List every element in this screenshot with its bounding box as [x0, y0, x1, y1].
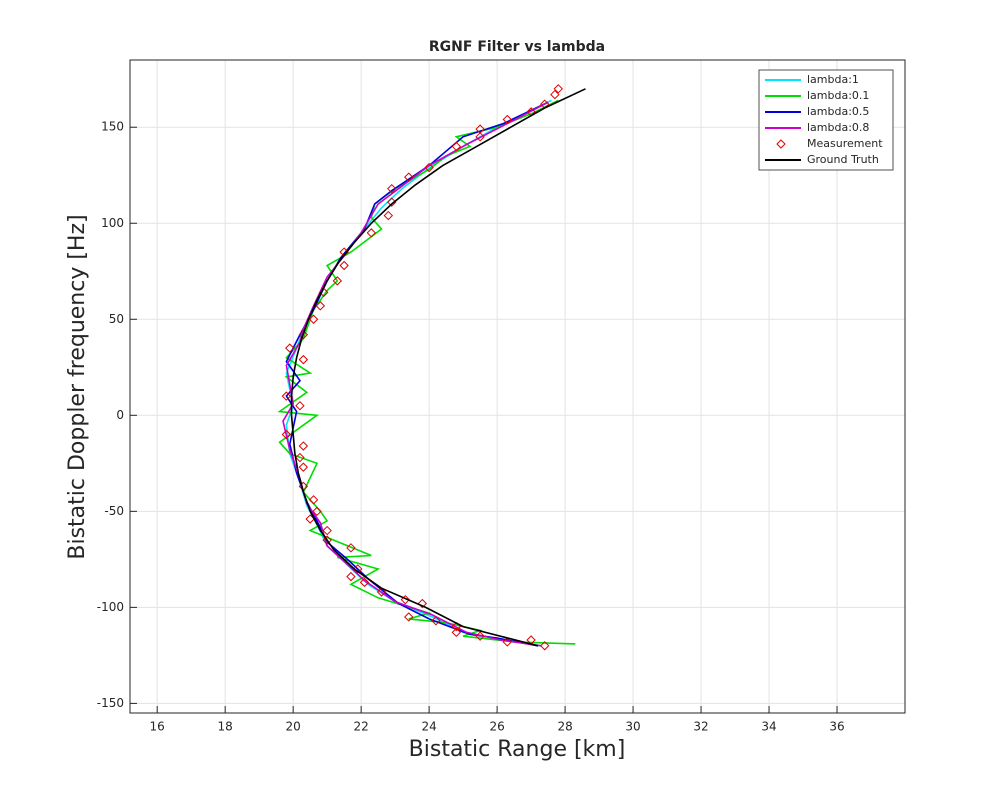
legend-box — [758, 69, 894, 171]
x-axis-label: Bistatic Range [km] — [409, 737, 626, 762]
measurement-marker — [417, 598, 428, 609]
legend-label: lambda:0.5 — [807, 105, 869, 118]
y-tick-label: 50 — [109, 312, 124, 326]
measurement-marker — [431, 616, 441, 626]
x-tick-label: 16 — [150, 720, 165, 734]
measurement-marker — [332, 276, 343, 286]
x-tick-label: 28 — [557, 720, 572, 734]
measurement-marker — [502, 637, 513, 647]
measurement-marker — [339, 260, 349, 271]
measurement-marker — [502, 114, 513, 125]
series-line — [290, 88, 586, 647]
measurement-marker — [298, 329, 309, 340]
measurement-marker — [475, 631, 485, 641]
measurement-marker — [308, 314, 319, 324]
measurement-marker — [346, 543, 356, 553]
y-tick-label: 100 — [101, 216, 124, 230]
measurement-marker — [298, 441, 309, 451]
x-tick-label: 34 — [761, 720, 776, 734]
measurement-marker — [451, 627, 462, 638]
x-tick-label: 18 — [218, 720, 233, 734]
measurement-marker — [315, 301, 326, 311]
measurement-marker — [366, 228, 377, 238]
measurement-marker — [404, 172, 414, 182]
measurement-marker — [353, 564, 363, 574]
legend-label: Measurement — [807, 137, 883, 150]
measurement-marker — [451, 141, 462, 152]
measurement-marker — [383, 210, 394, 221]
measurement-marker — [281, 391, 292, 401]
measurement-marker — [295, 400, 305, 411]
x-tick-label: 26 — [489, 720, 504, 734]
legend-label: lambda:0.8 — [807, 121, 869, 134]
measurement-marker — [424, 162, 434, 173]
legend-marker — [776, 139, 786, 149]
y-tick-label: -50 — [104, 504, 124, 518]
measurement-marker — [404, 612, 414, 622]
measurement-marker — [475, 132, 485, 142]
measurement-marker — [298, 462, 309, 472]
series-line — [285, 101, 549, 647]
measurement-marker — [400, 594, 411, 605]
measurement-marker — [308, 495, 319, 505]
measurement-marker — [387, 197, 397, 207]
x-tick-label: 20 — [286, 720, 301, 734]
chart-title: RGNF Filter vs lambda — [429, 39, 605, 55]
y-tick-label: 0 — [116, 408, 124, 422]
y-tick-label: -150 — [97, 696, 124, 710]
measurement-marker — [553, 84, 563, 94]
measurement-marker — [550, 89, 560, 100]
measurement-marker — [475, 124, 485, 134]
x-tick-label: 36 — [829, 720, 844, 734]
measurement-marker — [322, 525, 332, 536]
measurement-marker — [359, 577, 370, 588]
measurement-marker — [539, 641, 550, 651]
x-tick-label: 30 — [625, 720, 640, 734]
series-line — [282, 101, 549, 647]
measurement-marker — [322, 535, 332, 545]
legend-label: lambda:0.1 — [807, 89, 869, 102]
measurement-marker — [387, 183, 397, 194]
measurement-marker — [346, 571, 356, 582]
measurement-marker — [376, 587, 387, 597]
measurement-marker — [295, 452, 305, 463]
legend-label: lambda:1 — [807, 73, 859, 86]
measurement-marker — [281, 429, 292, 440]
y-axis-label: Bistatic Doppler frequency [Hz] — [65, 214, 90, 559]
x-tick-label: 24 — [421, 720, 436, 734]
y-tick-label: 150 — [101, 120, 124, 134]
measurement-marker — [285, 343, 295, 353]
measurement-marker — [312, 506, 322, 517]
legend-label: Ground Truth — [807, 153, 879, 166]
y-tick-label: -100 — [97, 600, 124, 614]
x-tick-label: 22 — [353, 720, 368, 734]
x-tick-label: 32 — [693, 720, 708, 734]
measurement-marker — [298, 354, 309, 365]
plot-frame — [129, 59, 906, 714]
